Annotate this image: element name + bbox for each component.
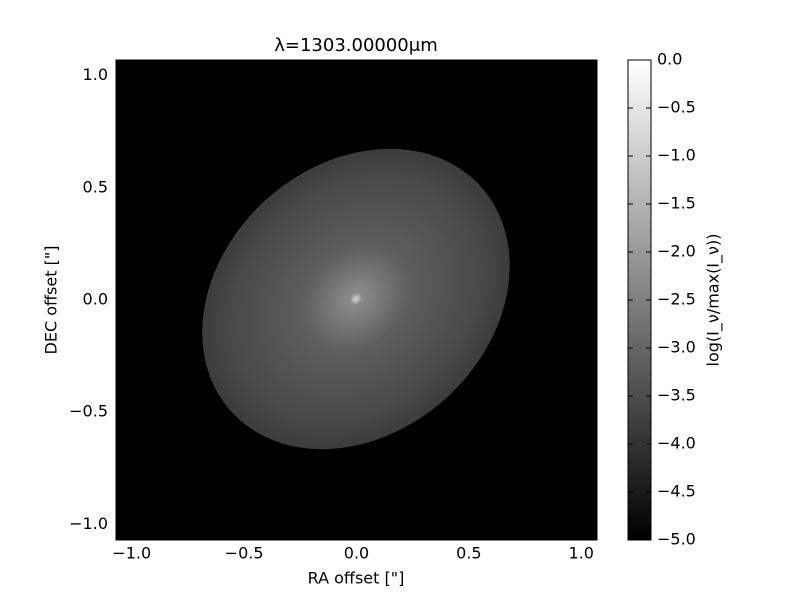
y-tick-label: 0.0 bbox=[83, 290, 108, 309]
colorbar-tick-label: −2.5 bbox=[657, 290, 696, 309]
x-tick-label: −0.5 bbox=[225, 544, 264, 563]
x-tick-label: 0.5 bbox=[456, 544, 481, 563]
colorbar-tick-label: −5.0 bbox=[657, 530, 696, 549]
y-tick-label: 0.5 bbox=[83, 177, 108, 196]
colorbar-tick-label: −4.5 bbox=[657, 482, 696, 501]
colorbar-tick-label: −1.0 bbox=[657, 146, 696, 165]
y-tick-label: 1.0 bbox=[83, 65, 108, 84]
colorbar-tick-label: −0.5 bbox=[657, 98, 696, 117]
y-tick-label: −1.0 bbox=[69, 514, 108, 533]
disk-image bbox=[202, 148, 510, 450]
colorbar-tick-label: −1.5 bbox=[657, 194, 696, 213]
y-axis-label: DEC offset ["] bbox=[42, 246, 61, 355]
x-tick-label: 0.0 bbox=[344, 544, 369, 563]
chart-title: λ=1303.00000μm bbox=[274, 35, 438, 56]
x-tick-label: −1.0 bbox=[112, 544, 151, 563]
x-tick-label: 1.0 bbox=[569, 544, 594, 563]
y-tick-label: −0.5 bbox=[69, 402, 108, 421]
colorbar-label: log(I_ν/max(I_ν)) bbox=[704, 234, 724, 367]
colorbar-tick-label: −4.0 bbox=[657, 434, 696, 453]
x-axis-label: RA offset ["] bbox=[308, 569, 405, 588]
colorbar-tick-label: −2.0 bbox=[657, 242, 696, 261]
colorbar-tick-label: −3.5 bbox=[657, 386, 696, 405]
colorbar-tick-label: −3.0 bbox=[657, 338, 696, 357]
colorbar-tick-label: 0.0 bbox=[657, 50, 682, 69]
